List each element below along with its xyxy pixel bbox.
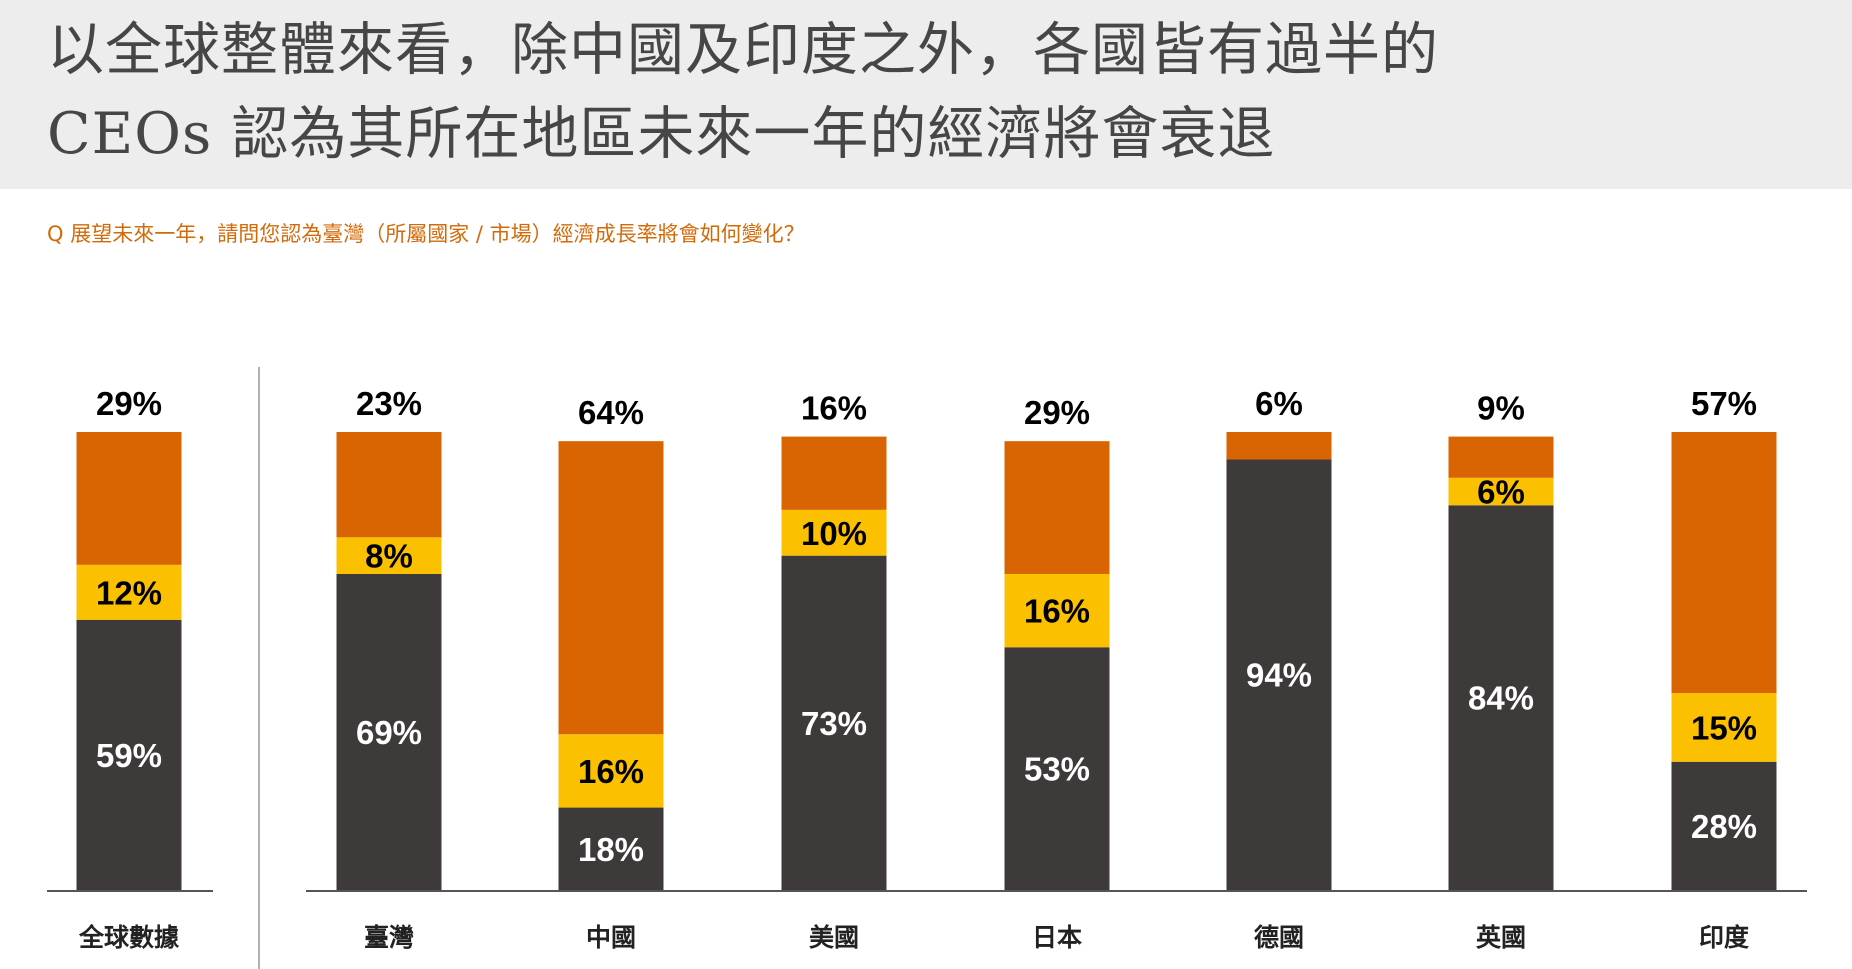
bar-segment-orange — [76, 432, 182, 565]
bar-segment-dark — [1671, 761, 1777, 890]
data-label-yellow: 6% — [1477, 474, 1525, 511]
survey-question: Q 展望未來一年，請問您認為臺灣（所屬國家 / 市場）經濟成長率將會如何變化？ — [47, 222, 805, 246]
data-label-yellow: 10% — [801, 515, 867, 552]
category-label: 德國 — [1254, 923, 1304, 952]
title-line-1: 以全球整體來看，除中國及印度之外，各國皆有過半的 — [47, 17, 1439, 83]
bar-segment-yellow — [76, 564, 182, 620]
bar-segment-orange — [781, 436, 887, 510]
data-label-orange: 16% — [801, 390, 867, 427]
category-label: 中國 — [586, 923, 636, 952]
data-label-dark: 18% — [578, 831, 644, 868]
page-title: 以全球整體來看，除中國及印度之外，各國皆有過半的 CEOs 認為其所在地區未來一… — [47, 8, 1439, 176]
category-label: 英國 — [1476, 923, 1526, 952]
data-label-orange: 64% — [578, 394, 644, 431]
category-label: 日本 — [1032, 923, 1082, 952]
data-label-yellow: 12% — [96, 574, 162, 611]
title-band: 以全球整體來看，除中國及印度之外，各國皆有過半的 CEOs 認為其所在地區未來一… — [0, 0, 1852, 189]
bar-segment-yellow — [558, 734, 664, 808]
data-label-dark: 69% — [356, 714, 422, 751]
data-label-yellow: 15% — [1691, 709, 1757, 746]
data-label-yellow: 16% — [1024, 593, 1090, 630]
bar-segment-yellow — [1671, 693, 1777, 762]
bar-segment-dark — [1448, 505, 1554, 890]
bar-segment-orange — [1671, 432, 1777, 694]
bar-segment-yellow — [336, 537, 442, 574]
category-label: 印度 — [1699, 923, 1749, 952]
data-label-orange: 57% — [1691, 385, 1757, 422]
data-label-yellow: 16% — [578, 753, 644, 790]
bar-segment-dark — [558, 807, 664, 890]
data-label-dark: 84% — [1468, 680, 1534, 717]
category-label: 全球數據 — [78, 923, 180, 952]
bar-segment-yellow — [781, 509, 887, 556]
category-label: 美國 — [809, 923, 859, 952]
data-label-dark: 59% — [96, 737, 162, 774]
data-label-dark: 53% — [1024, 751, 1090, 788]
bar-segment-dark — [76, 619, 182, 890]
data-label-orange: 29% — [1024, 394, 1090, 431]
data-label-yellow: 8% — [365, 538, 413, 575]
bar-segment-dark — [336, 573, 442, 890]
data-label-orange: 6% — [1255, 385, 1303, 422]
data-label-dark: 73% — [801, 705, 867, 742]
bar-segment-dark — [781, 555, 887, 890]
bar-segment-yellow — [1004, 573, 1110, 648]
bar-segment-dark — [1226, 459, 1332, 890]
data-label-orange: 29% — [96, 385, 162, 422]
bar-segment-orange — [558, 441, 664, 735]
bar-segment-orange — [1226, 432, 1332, 460]
data-label-orange: 23% — [356, 385, 422, 422]
bar-segment-dark — [1004, 647, 1110, 890]
bar-segment-orange — [336, 432, 442, 538]
title-line-2: CEOs 認為其所在地區未來一年的經濟將會衰退 — [47, 101, 1276, 167]
data-label-dark: 28% — [1691, 808, 1757, 845]
data-label-orange: 9% — [1477, 390, 1525, 427]
bar-segment-orange — [1004, 441, 1110, 574]
category-label: 臺灣 — [364, 923, 414, 952]
bar-segment-yellow — [1448, 477, 1554, 506]
data-label-dark: 94% — [1246, 657, 1312, 694]
bar-segment-orange — [1448, 436, 1554, 478]
